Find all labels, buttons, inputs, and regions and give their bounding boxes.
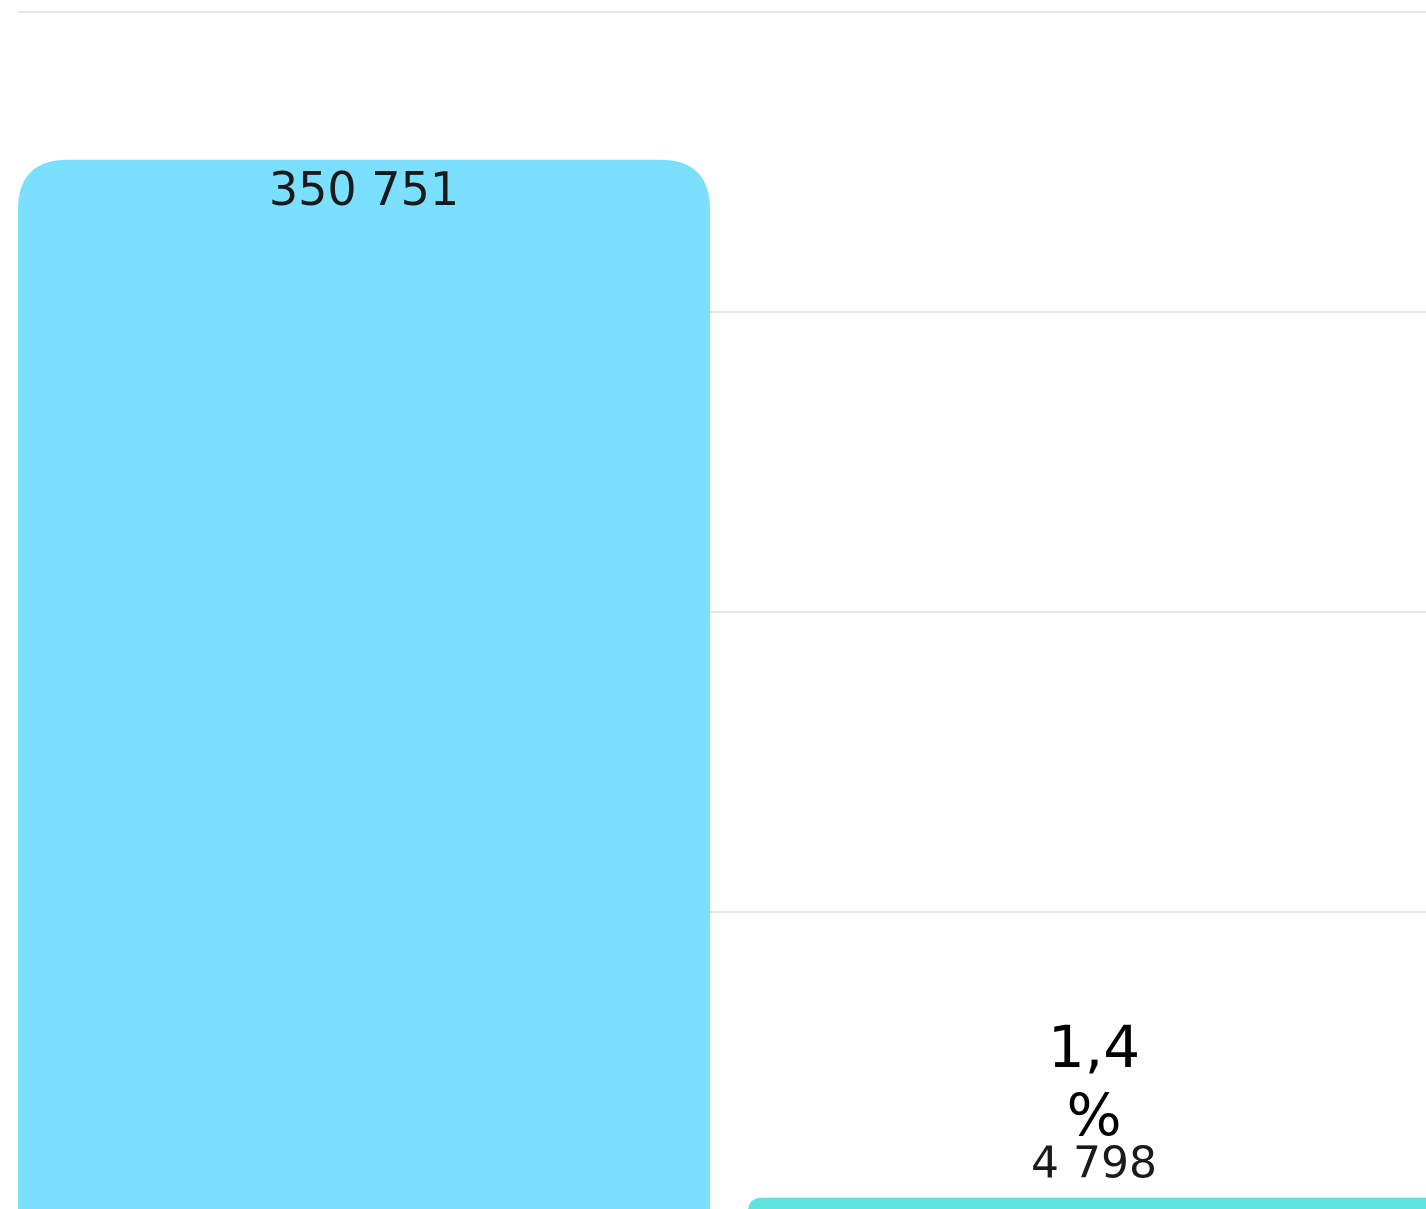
bar — [18, 159, 710, 1209]
bar — [748, 1197, 1426, 1209]
value-label: 350 751 — [269, 162, 459, 216]
value-label: 4 798 — [1031, 1138, 1157, 1189]
percent-annotation: 1,4 % — [1047, 1013, 1141, 1149]
percent-text: 1,4 % — [1047, 1013, 1141, 1149]
